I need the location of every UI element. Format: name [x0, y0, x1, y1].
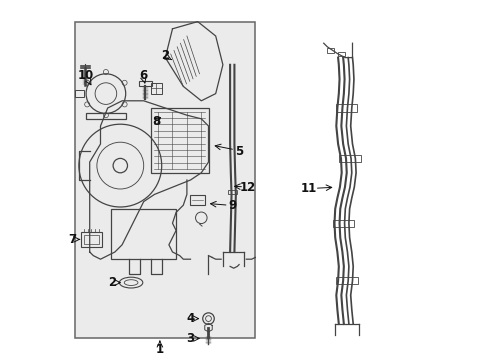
FancyBboxPatch shape [75, 22, 255, 338]
Bar [75, 90, 84, 97]
Text: 2: 2 [161, 49, 169, 62]
Text: 5: 5 [235, 145, 243, 158]
Bar [81, 232, 102, 247]
Bar [335, 104, 356, 112]
Text: 3: 3 [186, 332, 194, 345]
Bar [326, 48, 334, 53]
Bar [337, 52, 345, 56]
Bar [190, 195, 204, 205]
Text: 4: 4 [186, 312, 194, 325]
Bar [150, 83, 162, 94]
Bar [339, 155, 360, 162]
Text: 12: 12 [240, 181, 256, 194]
Text: 7: 7 [69, 233, 77, 246]
Bar [336, 277, 357, 284]
Bar [139, 81, 152, 86]
Bar [151, 108, 208, 173]
Bar [332, 220, 354, 227]
Text: 10: 10 [78, 69, 94, 82]
Bar [111, 209, 176, 259]
Bar [84, 235, 99, 244]
Text: 11: 11 [301, 183, 317, 195]
Text: 1: 1 [156, 343, 163, 356]
Text: 9: 9 [228, 199, 237, 212]
Bar [86, 113, 125, 119]
Text: 8: 8 [152, 115, 160, 128]
Text: 2: 2 [108, 276, 116, 289]
Text: 6: 6 [139, 69, 147, 82]
Bar [228, 190, 237, 194]
